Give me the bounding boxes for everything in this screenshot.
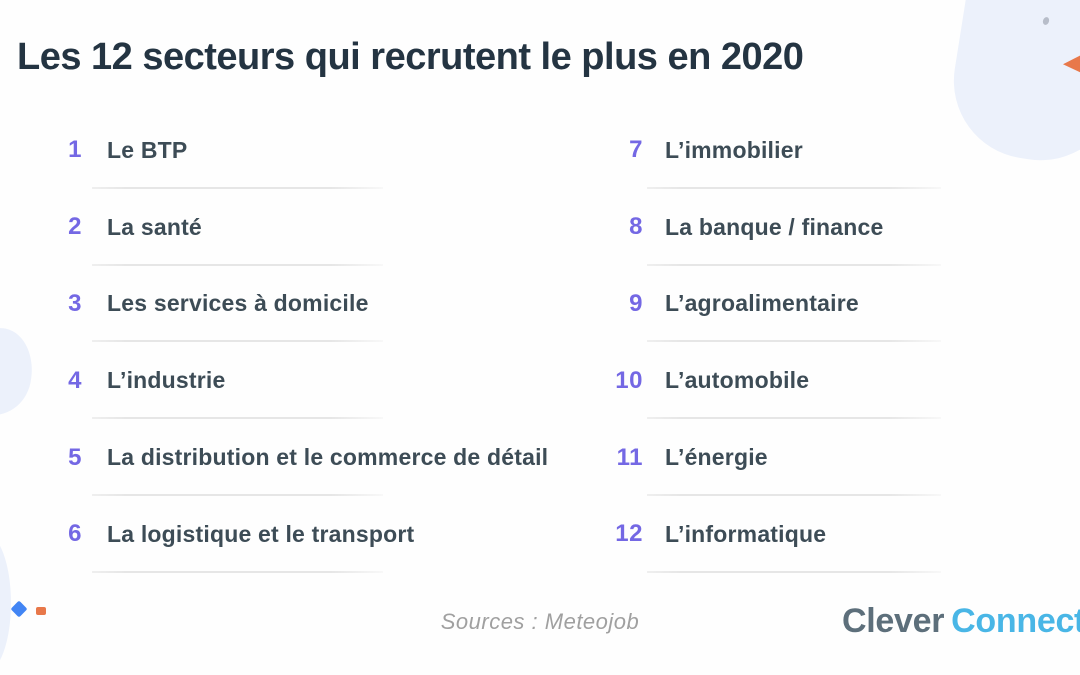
sector-rank: 6 [68,520,82,548]
sector-label: L’industrie [107,367,226,394]
sector-label: Les services à domicile [107,290,369,317]
brand-logo-connect: Connect [951,602,1080,640]
decorative-square-icon [36,607,46,615]
sector-rank: 1 [68,136,82,164]
sector-rank: 2 [68,213,82,241]
sector-rank: 12 [615,520,643,548]
row-divider [92,263,383,266]
sector-row: 9 L’agroalimentaire [615,266,941,343]
sector-rank: 8 [629,213,643,241]
sector-rank: 11 [616,443,643,471]
sector-row: 10 L’automobile [615,342,941,420]
sector-row: 7 L’immobilier [615,112,941,189]
sector-rank: 3 [68,289,82,317]
sector-rank: 5 [68,443,82,471]
row-divider [92,186,383,189]
sector-label: La logistique et le transport [107,520,415,547]
sector-row: 8 La banque / finance [615,189,941,266]
brand-logo-clever: Clever [842,602,945,640]
sector-row: 4 L’industrie [54,342,383,420]
sector-rank: 7 [629,136,643,164]
sector-rank: 4 [68,366,82,394]
sector-rank: 10 [615,366,643,394]
sector-label: L’immobilier [665,136,803,163]
decorative-blob-left [0,321,41,423]
row-divider [92,570,383,573]
source-caption: Sources : Meteojob [440,609,640,634]
sector-row: 1 Le BTP [54,112,383,189]
sector-label: L’informatique [665,520,827,547]
sector-row: 6 La logistique et le transport [54,496,414,573]
sector-row: 11 L’énergie [615,419,941,496]
sector-list-left: 1 Le BTP 2 La santé 3 Les services à dom… [54,112,548,573]
sector-label: L’automobile [665,367,810,394]
sector-list-right: 7 L’immobilier 8 La banque / finance 9 L… [615,112,941,573]
decorative-blob-top-right [942,0,1080,172]
page-title: Les 12 secteurs qui recrutent le plus en… [17,36,804,78]
sector-label: La distribution et le commerce de détail [107,444,549,471]
row-divider [647,493,941,496]
sector-label: L’énergie [665,444,768,471]
sector-row: 12 L’informatique [615,496,941,573]
sector-row: 5 La distribution et le commerce de déta… [54,419,548,496]
sector-row: 3 Les services à domicile [54,266,383,343]
sector-row: 2 La santé [54,189,383,266]
row-divider [92,417,383,420]
row-divider [647,186,941,189]
sector-rank: 9 [629,289,643,317]
brand-logo: Clever Connect [842,602,1080,641]
decorative-blob-bottom-left [0,533,11,673]
row-divider [647,263,941,266]
row-divider [647,570,941,573]
row-divider [92,493,383,496]
sector-label: La banque / finance [665,213,884,240]
row-divider [647,340,941,343]
sector-label: L’agroalimentaire [665,290,859,317]
sector-label: La santé [107,213,202,240]
row-divider [647,417,941,420]
row-divider [92,340,383,343]
sector-label: Le BTP [107,136,188,163]
